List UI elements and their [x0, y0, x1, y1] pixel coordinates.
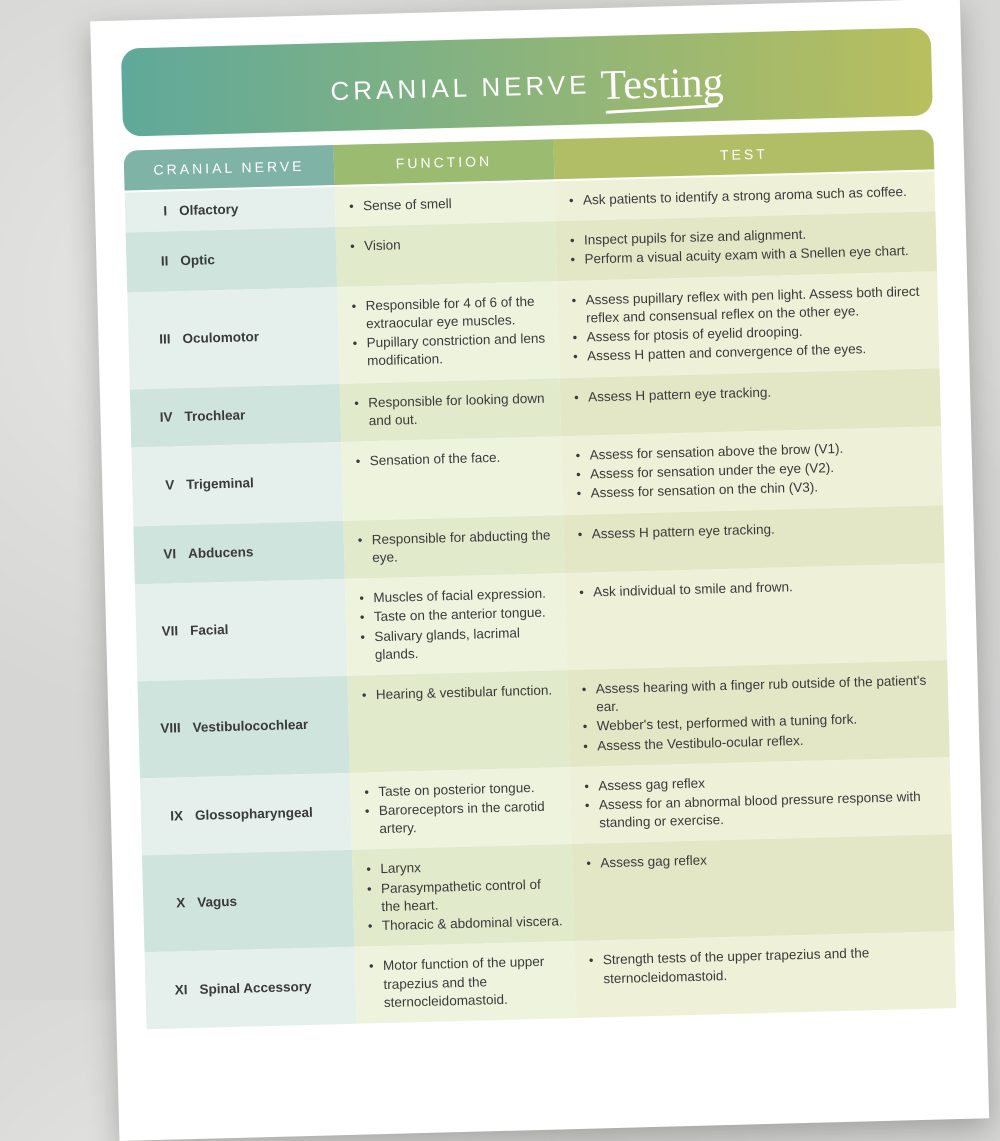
- test-item: Assess H pattern eye tracking.: [574, 379, 930, 407]
- nerve-roman: XI: [159, 981, 187, 1000]
- nerve-roman: IX: [155, 807, 183, 826]
- test-cell: Assess H pattern eye tracking.: [560, 368, 941, 436]
- function-item: Sensation of the face.: [356, 447, 552, 470]
- test-item: Strength tests of the upper trapezius an…: [589, 943, 946, 989]
- function-cell: Vision: [336, 221, 557, 286]
- nerve-roman: IV: [144, 408, 172, 427]
- paper-sheet: CRANIAL NERVE Testing CRANIAL NERVE FUNC…: [90, 0, 989, 1141]
- nerve-name: Glossopharyngeal: [195, 803, 313, 824]
- nerve-cell: V Trigeminal: [131, 442, 343, 526]
- test-item: Assess H pattern eye tracking.: [578, 516, 934, 544]
- nerve-roman: III: [142, 330, 170, 349]
- function-cell: Hearing & vestibular function.: [347, 670, 569, 773]
- function-cell: Sense of smell: [335, 181, 556, 227]
- test-cell: Assess H pattern eye tracking.: [563, 505, 944, 573]
- function-cell: Motor function of the upper trapezius an…: [354, 941, 576, 1023]
- function-item: Thoracic & abdominal viscera.: [368, 912, 564, 935]
- function-item: Vision: [350, 233, 546, 256]
- test-item: Assess gag reflex: [586, 846, 942, 874]
- nerve-cell: I Olfactory: [125, 187, 336, 233]
- nerve-cell: VI Abducens: [133, 521, 344, 585]
- nerve-cell: X Vagus: [142, 850, 354, 952]
- nerve-name: Oculomotor: [182, 328, 259, 348]
- nerve-cell: IX Glossopharyngeal: [140, 773, 352, 856]
- col-header-test: TEST: [553, 129, 934, 179]
- table-body: I Olfactory Sense of smell Ask patients to …: [125, 171, 957, 1029]
- function-cell: Sensation of the face.: [341, 436, 563, 520]
- function-item: Responsible for 4 of 6 of the extraocula…: [351, 292, 548, 334]
- nerve-cell: III Oculomotor: [127, 287, 339, 389]
- function-cell: Responsible for 4 of 6 of the extraocula…: [337, 281, 559, 384]
- test-cell: Ask individual to smile and frown.: [565, 563, 947, 670]
- nerve-name: Facial: [190, 621, 229, 640]
- banner-title-main: CRANIAL NERVE: [330, 69, 591, 107]
- col-header-nerve: CRANIAL NERVE: [124, 145, 335, 190]
- test-cell: Inspect pupils for size and alignment.Pe…: [556, 212, 937, 281]
- test-cell: Assess for sensation above the brow (V1)…: [561, 426, 943, 515]
- function-item: Hearing & vestibular function.: [362, 681, 558, 704]
- nerve-roman: VII: [150, 623, 178, 642]
- nerve-roman: X: [157, 894, 185, 913]
- nerve-roman: II: [140, 252, 168, 271]
- col-header-function: FUNCTION: [333, 139, 554, 185]
- nerve-roman: VIII: [152, 720, 180, 739]
- function-cell: Muscles of facial expression.Taste on th…: [345, 573, 567, 676]
- nerve-name: Olfactory: [179, 201, 239, 221]
- test-item: Ask individual to smile and frown.: [579, 575, 935, 603]
- title-banner: CRANIAL NERVE Testing: [121, 27, 933, 136]
- nerve-name: Abducens: [188, 543, 254, 563]
- function-item: Responsible for abducting the eye.: [358, 526, 555, 568]
- function-item: Baroreceptors in the carotid artery.: [365, 797, 562, 839]
- function-cell: Taste on posterior tongue.Baroreceptors …: [350, 767, 572, 850]
- nerve-name: Trigeminal: [186, 474, 254, 494]
- function-item: Sense of smell: [349, 193, 545, 216]
- function-item: Pupillary constriction and lens modifica…: [352, 330, 549, 372]
- nerve-name: Spinal Accessory: [199, 977, 312, 998]
- function-item: Motor function of the upper trapezius an…: [369, 953, 566, 1013]
- test-cell: Strength tests of the upper trapezius an…: [574, 931, 956, 1018]
- nerve-name: Trochlear: [184, 406, 245, 426]
- test-cell: Assess pupillary reflex with pen light. …: [557, 271, 939, 378]
- nerve-roman: V: [146, 477, 174, 496]
- banner-title-script: Testing: [600, 59, 724, 110]
- nerve-cell: II Optic: [126, 227, 337, 292]
- nerve-name: Vagus: [197, 893, 237, 912]
- nerve-roman: I: [139, 202, 167, 221]
- test-cell: Assess gag reflexAssess for an abnormal …: [570, 757, 952, 845]
- nerve-roman: VI: [148, 545, 176, 564]
- function-item: Salivary glands, lacrimal glands.: [360, 623, 557, 665]
- test-cell: Assess gag reflex: [572, 835, 954, 942]
- test-item: Ask patients to identify a strong aroma …: [569, 183, 925, 211]
- function-item: Responsible for looking down and out.: [354, 389, 551, 431]
- nerve-cell: VIII Vestibulocochlear: [137, 676, 349, 778]
- test-cell: Assess hearing with a finger rub outside…: [567, 660, 949, 767]
- function-cell: LarynxParasympathetic control of the hea…: [352, 845, 574, 948]
- function-cell: Responsible for abducting the eye.: [343, 515, 564, 579]
- nerve-cell: IV Trochlear: [130, 384, 341, 448]
- nerve-name: Vestibulocochlear: [192, 716, 308, 737]
- nerve-name: Optic: [180, 251, 215, 270]
- function-cell: Responsible for looking down and out.: [340, 378, 561, 442]
- nerve-cell: XI Spinal Accessory: [145, 947, 357, 1029]
- nerve-cell: VII Facial: [135, 579, 347, 681]
- function-item: Parasympathetic control of the heart.: [367, 875, 564, 917]
